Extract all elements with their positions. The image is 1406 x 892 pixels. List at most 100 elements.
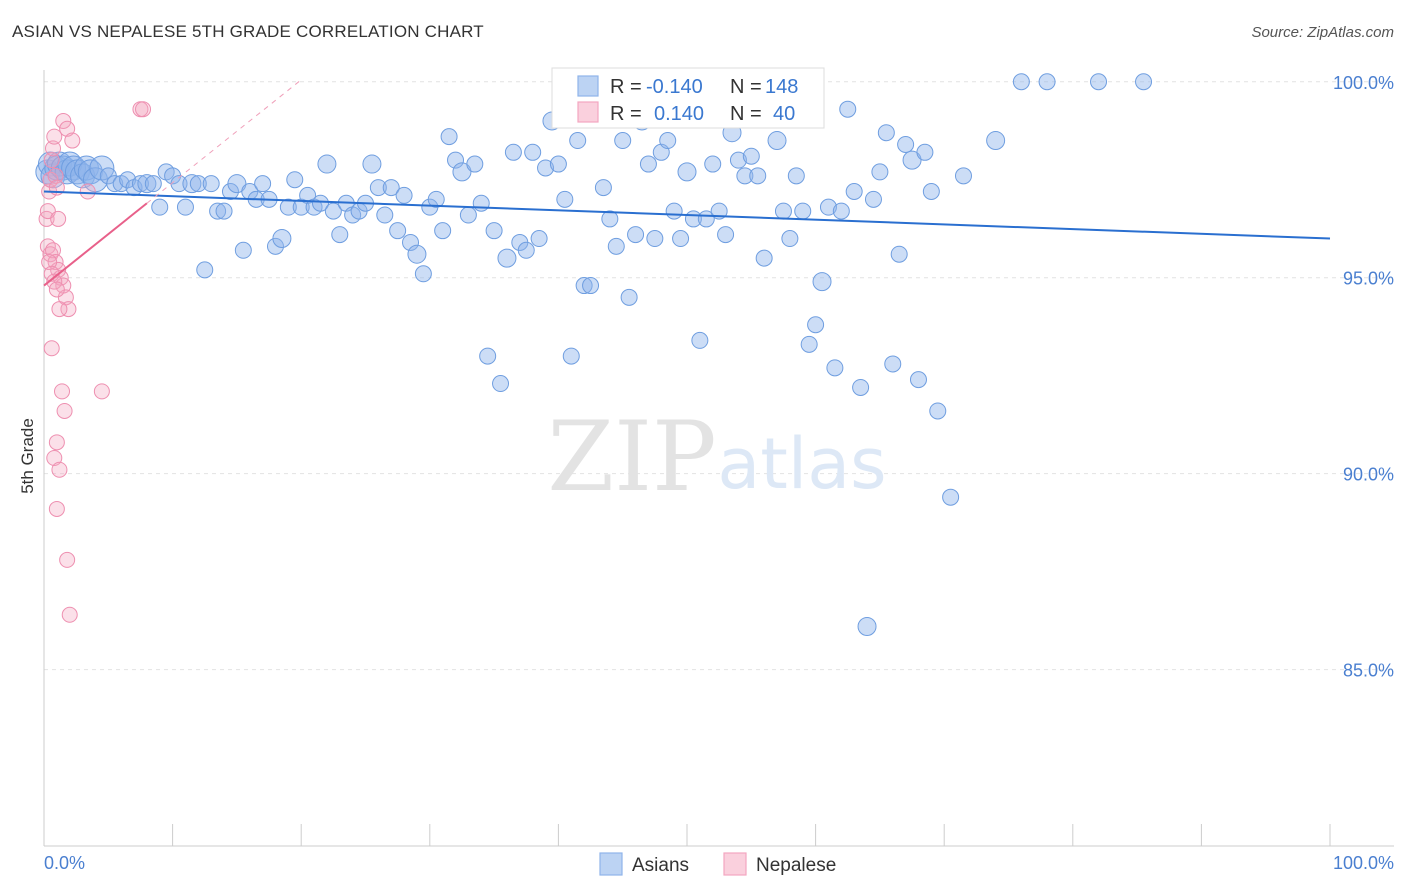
- asian-point: [575, 277, 593, 295]
- asian-point: [691, 331, 709, 349]
- asian-point: [767, 131, 787, 151]
- bottom-legend-swatch-nepalese: [723, 852, 747, 876]
- asian-point: [402, 233, 420, 251]
- legend-n-value-1: 148: [765, 76, 798, 98]
- asian-point: [812, 272, 832, 292]
- asian-point: [182, 174, 202, 194]
- y-tick-label: 100.0%: [1333, 73, 1394, 93]
- series-asians: [35, 73, 1153, 637]
- asian-point: [369, 179, 387, 197]
- asian-point: [627, 226, 645, 244]
- asian-point: [852, 378, 870, 396]
- asian-point: [362, 154, 382, 174]
- asian-point: [800, 335, 818, 353]
- asian-point: [787, 167, 805, 185]
- series-legend: Asians Nepalese: [599, 852, 836, 876]
- x-tick-marks: [172, 824, 1331, 846]
- nepalese-point: [55, 112, 72, 129]
- asian-point: [479, 347, 497, 365]
- nepalese-point: [41, 254, 58, 271]
- legend-r-value-1: -0.140: [646, 76, 703, 98]
- legend-n-label-2: N =: [730, 103, 762, 125]
- asian-point: [1038, 73, 1056, 91]
- asian-point: [466, 155, 484, 173]
- x-tick-label-max: 100.0%: [1333, 853, 1394, 873]
- asian-point: [497, 248, 517, 268]
- asian-point: [331, 226, 349, 244]
- asian-point: [877, 124, 895, 142]
- asian-point: [389, 222, 407, 240]
- asian-point: [407, 244, 427, 264]
- source-label: Source: ZipAtlas.com: [1251, 24, 1394, 41]
- y-tick-label: 95.0%: [1343, 269, 1394, 289]
- asian-trend-line: [43, 190, 1331, 240]
- asian-point: [524, 143, 542, 161]
- y-tick-label: 85.0%: [1343, 661, 1394, 681]
- asian-point: [286, 171, 304, 189]
- asian-point: [659, 132, 677, 150]
- asian-point: [614, 132, 632, 150]
- nepalese-point: [48, 281, 65, 298]
- asian-point: [1090, 73, 1108, 91]
- nepalese-point: [54, 383, 71, 400]
- asian-point: [839, 100, 857, 118]
- asian-point: [492, 375, 510, 393]
- asian-point: [736, 167, 754, 185]
- asian-point: [781, 230, 799, 248]
- asian-point: [317, 154, 337, 174]
- asian-point: [144, 175, 162, 193]
- nepalese-point: [64, 132, 81, 149]
- nepalese-point: [135, 101, 152, 118]
- asian-point: [922, 182, 940, 200]
- legend-n-value-2: 40: [773, 103, 795, 125]
- asian-point: [890, 245, 908, 263]
- asian-point: [254, 175, 272, 193]
- asian-point: [324, 202, 342, 220]
- asian-point: [209, 202, 227, 220]
- asian-point: [871, 163, 889, 181]
- watermark-atlas: atlas: [717, 423, 886, 505]
- asian-point: [774, 202, 792, 220]
- asian-point: [196, 261, 214, 279]
- asian-point: [517, 241, 535, 259]
- asian-point: [279, 198, 297, 216]
- asian-point: [646, 230, 664, 248]
- asian-point: [794, 202, 812, 220]
- asian-point: [986, 131, 1006, 151]
- trend-lines: [43, 79, 1331, 287]
- asian-point: [569, 132, 587, 150]
- asian-point: [639, 155, 657, 173]
- nepalese-point: [79, 183, 96, 200]
- asian-point: [601, 210, 619, 228]
- nepalese-point: [43, 340, 60, 357]
- asian-point: [189, 175, 207, 193]
- asian-point: [897, 135, 915, 153]
- nepalese-trend-line: [43, 202, 148, 287]
- bottom-legend-swatch-asians: [599, 852, 623, 876]
- asian-point: [620, 288, 638, 306]
- asian-point: [845, 182, 863, 200]
- asian-point: [916, 143, 934, 161]
- y-axis-label: 5th Grade: [18, 418, 37, 494]
- asian-point: [311, 194, 329, 212]
- nepalese-point: [46, 450, 63, 466]
- asian-point: [414, 265, 432, 283]
- asian-point: [485, 222, 503, 240]
- nepalese-point: [59, 551, 76, 568]
- asian-point: [665, 202, 683, 220]
- asian-point: [434, 222, 452, 240]
- asian-point: [704, 155, 722, 173]
- asian-point: [202, 175, 220, 193]
- asian-point: [530, 230, 548, 248]
- bottom-legend-nepalese: Nepalese: [756, 855, 836, 876]
- nepalese-point: [45, 242, 62, 259]
- asian-point: [215, 202, 233, 220]
- asian-point: [884, 355, 902, 373]
- asian-point: [447, 151, 465, 169]
- nepalese-point: [51, 301, 68, 318]
- nepalese-point: [60, 301, 77, 318]
- asian-point: [857, 617, 877, 637]
- legend-n-label-1: N =: [730, 76, 762, 98]
- legend-swatch-nepalese: [577, 101, 599, 123]
- chart-title: ASIAN VS NEPALESE 5TH GRADE CORRELATION …: [12, 22, 484, 41]
